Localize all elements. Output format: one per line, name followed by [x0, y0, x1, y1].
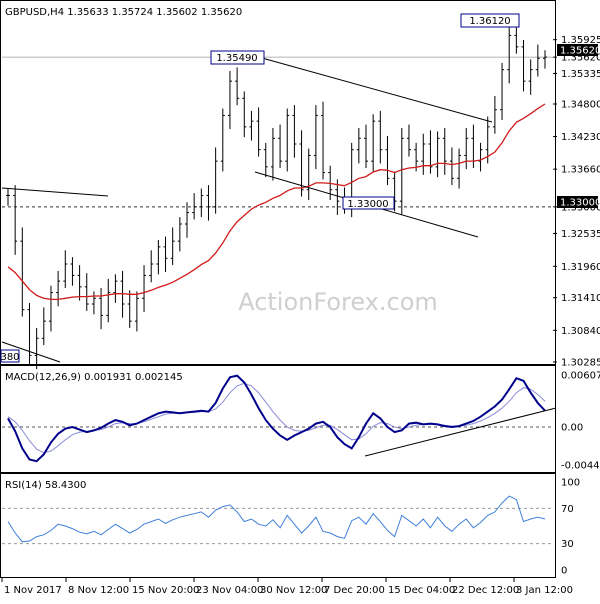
- lines-layer: [1, 57, 557, 543]
- left-support-line: [1, 341, 61, 363]
- x-tick-label: 7 Dec 20:00: [324, 585, 385, 596]
- price-tick-label: 1.33660: [561, 165, 600, 176]
- x-tick-label: 15 Dec 04:00: [388, 585, 455, 596]
- callout-high: 1.36120: [460, 13, 520, 28]
- price-tick-label: 1.35620: [561, 53, 600, 64]
- callout-low-support-label: 1.33000: [347, 199, 388, 210]
- rsi-title: RSI(14) 58.4300: [5, 480, 86, 491]
- price-tick-label: 1.31410: [561, 293, 600, 304]
- price-tick-label: 1.31960: [561, 262, 600, 273]
- upper-channel-line: [261, 57, 493, 123]
- chart-title: GBPUSD,H4 1.35633 1.35724 1.35602 1.3562…: [5, 7, 242, 18]
- rsi-panel-frame: [0, 473, 556, 578]
- callout-mid-high: 1.35490: [210, 50, 265, 65]
- price-tick-label: 1.34230: [561, 132, 600, 143]
- rsi-line: [7, 495, 546, 543]
- x-tick-label: 1 Nov 2017: [4, 585, 62, 596]
- x-tick-label: 23 Nov 04:00: [196, 585, 263, 596]
- support-price-marker: 1.33000: [557, 196, 600, 209]
- callout-left-low: 380: [0, 349, 20, 363]
- macd-tick-label: 0.00: [561, 422, 583, 433]
- callout-mid-high-label: 1.35490: [216, 53, 257, 64]
- current-price-marker: 1.35620: [557, 44, 600, 57]
- macd-trend-line: [364, 407, 557, 457]
- current-price-label: 1.35620: [560, 46, 600, 57]
- rsi-tick-label: 0: [561, 566, 567, 577]
- candles-layer: [6, 21, 547, 370]
- x-tick-label: 30 Nov 12:00: [260, 585, 327, 596]
- callout-high-label: 1.36120: [469, 16, 510, 27]
- grid-layer: [2, 56, 553, 545]
- macd-tick-label: 0.006073: [561, 371, 600, 382]
- axis-layer: 1.359251.356201.353351.348001.342301.336…: [1, 35, 600, 596]
- x-tick-label: 15 Nov 20:00: [132, 585, 199, 596]
- x-tick-label: 8 Nov 12:00: [68, 585, 129, 596]
- price-panel-frame: [0, 0, 556, 365]
- left-resistance-line: [1, 187, 109, 197]
- price-tick-label: 1.30285: [561, 358, 600, 369]
- macd-title: MACD(12,26,9) 0.001931 0.002145: [5, 372, 183, 383]
- rsi-tick-label: 100: [561, 478, 580, 489]
- price-tick-label: 1.30840: [561, 326, 600, 337]
- rsi-tick-label: 70: [561, 504, 574, 515]
- price-tick-label: 1.35335: [561, 69, 600, 80]
- watermark: ActionForex.com: [238, 288, 438, 316]
- callout-left-low-label: 380: [0, 352, 19, 363]
- price-tick-label: 1.32535: [561, 229, 600, 240]
- price-tick-label: 1.34800: [561, 100, 600, 111]
- macd-main-line: [7, 374, 546, 463]
- macd-panel-frame: [0, 365, 556, 473]
- macd-tick-label: -0.004441: [561, 461, 600, 472]
- rsi-tick-label: 30: [561, 539, 574, 550]
- x-tick-label: 3 Jan 12:00: [516, 585, 573, 596]
- moving-average-line: [7, 103, 546, 301]
- price-tick-label: 1.35925: [561, 35, 600, 46]
- x-tick-label: 22 Dec 12:00: [452, 585, 519, 596]
- support-price-label: 1.33000: [560, 198, 600, 209]
- callout-low-support: 1.33000: [342, 196, 395, 210]
